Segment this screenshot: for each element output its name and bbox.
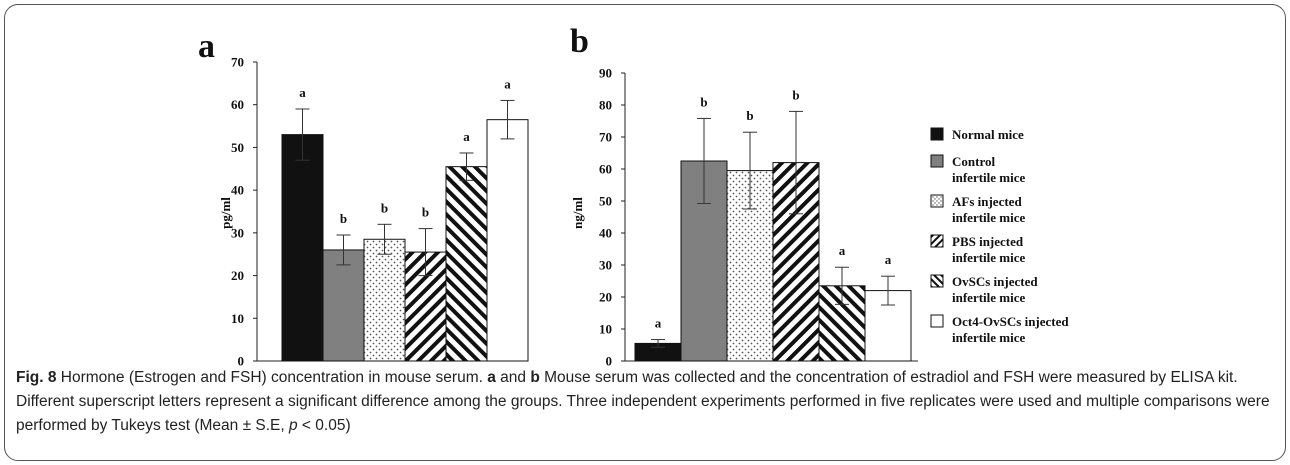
y-tick-label: 60 xyxy=(231,97,244,112)
y-tick-label: 0 xyxy=(606,354,613,369)
y-tick-label: 20 xyxy=(231,268,244,283)
y-tick-label: 30 xyxy=(231,225,244,240)
caption-body: Mouse serum was collected and the concen… xyxy=(16,369,1270,434)
caption-a-label: a xyxy=(487,369,496,386)
significance-letter: a xyxy=(885,252,892,267)
y-axis-label-b: ng/ml xyxy=(570,197,585,229)
y-tick-label: 80 xyxy=(599,98,612,113)
y-tick-label: 50 xyxy=(231,140,244,155)
legend-label-line2: infertile mice xyxy=(952,170,1025,185)
legend-label: PBS injected xyxy=(952,234,1024,249)
legend-label-line2: infertile mice xyxy=(952,250,1025,265)
caption-tail: < 0.05) xyxy=(297,417,351,434)
y-tick-label: 0 xyxy=(238,354,245,369)
y-tick-label: 10 xyxy=(231,311,244,326)
y-axis-label-a: pg/ml xyxy=(218,197,233,229)
legend-label: OvSCs injected xyxy=(952,274,1038,289)
legend-swatch xyxy=(930,127,944,141)
legend-label: Control xyxy=(952,154,995,169)
significance-letter: a xyxy=(655,316,662,331)
significance-letter: a xyxy=(463,129,470,144)
y-tick-label: 90 xyxy=(599,66,612,81)
significance-letter: a xyxy=(504,76,511,91)
significance-letter: b xyxy=(422,205,429,220)
chart-panel-b: 0 10 20 30 40 50 60 70 80 90 a b b b a a xyxy=(599,66,918,369)
y-tick-label: 10 xyxy=(599,322,612,337)
y-tick-label: 40 xyxy=(599,226,612,241)
significance-letter: b xyxy=(340,211,347,226)
y-tick-label: 40 xyxy=(231,183,244,198)
panel-label-b: b xyxy=(570,23,589,60)
bar xyxy=(281,134,324,362)
caption-title: Hormone (Estrogen and FSH) concentration… xyxy=(56,369,488,386)
y-tick-label: 70 xyxy=(599,130,612,145)
significance-letter: a xyxy=(839,243,846,258)
caption-p-symbol: p xyxy=(288,417,298,434)
legend-label-line2: infertile mice xyxy=(952,290,1025,305)
figure-frame xyxy=(4,4,1286,461)
caption-fig-label: Fig. 8 xyxy=(16,369,57,386)
panel-label-a: a xyxy=(198,28,215,65)
significance-letter: b xyxy=(700,94,707,109)
y-tick-label: 60 xyxy=(599,162,612,177)
caption-and: and xyxy=(495,369,531,386)
legend-swatch xyxy=(930,274,944,288)
significance-letter: b xyxy=(792,87,799,102)
bar xyxy=(486,119,529,362)
bar xyxy=(322,249,365,362)
legend-label: AFs injected xyxy=(952,194,1022,209)
legend-label-line2: infertile mice xyxy=(952,210,1025,225)
bar xyxy=(363,238,406,362)
caption-b-label: b xyxy=(530,369,540,386)
legend-swatch xyxy=(930,314,944,328)
legend-label-line2: infertile mice xyxy=(952,330,1025,345)
legend-label: Normal mice xyxy=(952,127,1024,142)
legend-swatch xyxy=(930,154,944,168)
bar xyxy=(445,166,488,362)
y-tick-label: 30 xyxy=(599,258,612,273)
legend-swatch xyxy=(930,234,944,248)
chart-panel-a: 0 10 20 30 40 50 60 70 a b b b a a xyxy=(231,55,529,369)
legend-label: Oct4-OvSCs injected xyxy=(952,314,1069,329)
y-tick-label: 70 xyxy=(231,55,244,70)
significance-letter: b xyxy=(381,200,388,215)
legend-swatch xyxy=(930,194,944,208)
figure-caption: Fig. 8 Hormone (Estrogen and FSH) concen… xyxy=(16,366,1278,438)
significance-letter: b xyxy=(746,108,753,123)
significance-letter: a xyxy=(299,85,306,100)
y-tick-label: 50 xyxy=(599,194,612,209)
y-tick-label: 20 xyxy=(599,290,612,305)
